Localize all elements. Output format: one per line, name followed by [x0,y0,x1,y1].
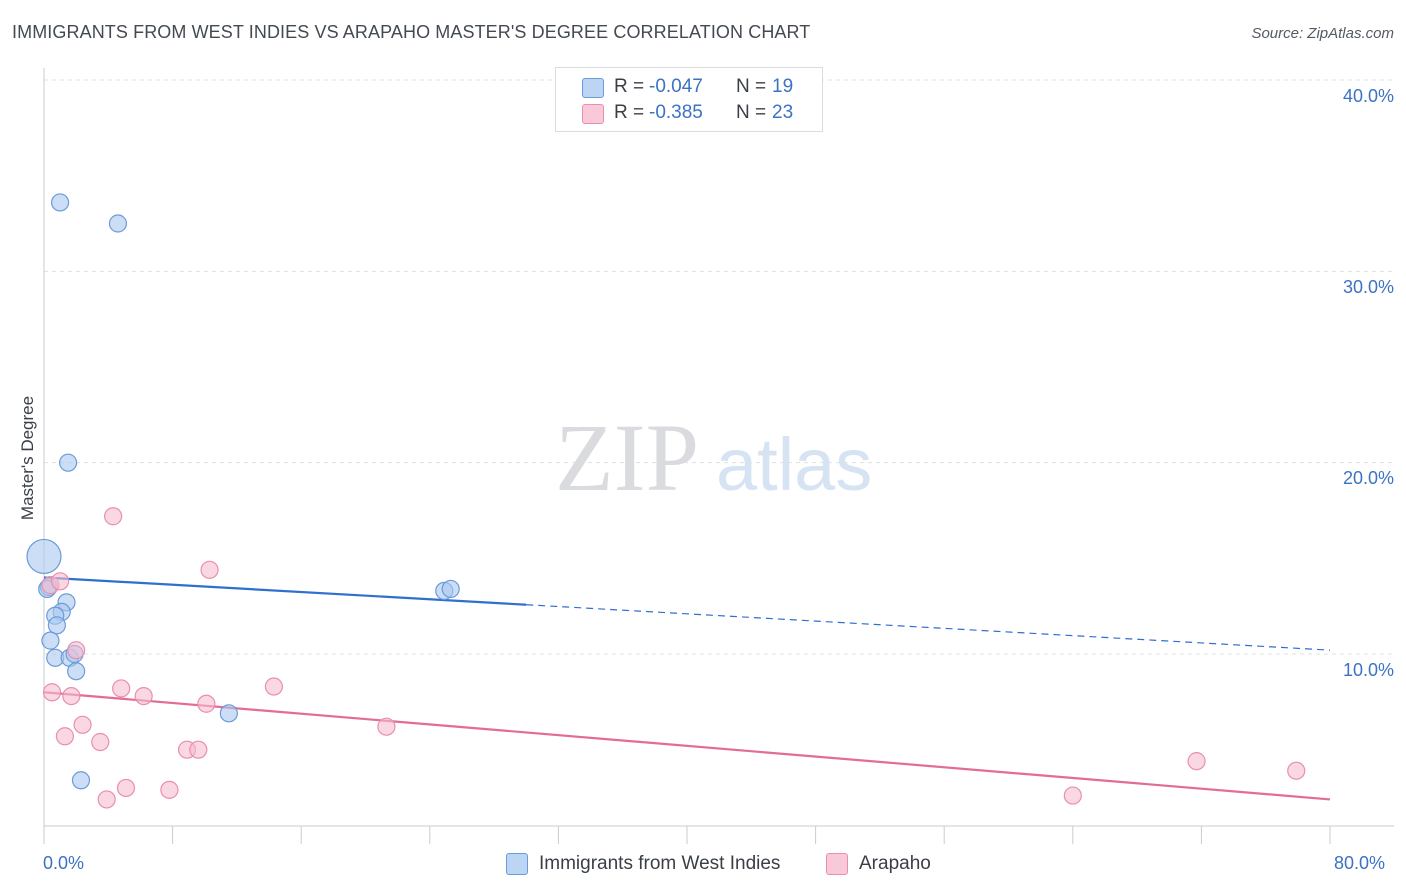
x-tick-label-min: 0.0% [43,853,85,873]
x-tick-label-max: 80.0% [1334,853,1386,873]
arapaho-point [1287,761,1306,780]
arapaho-point [377,717,396,736]
legend-n-value: 19 [772,76,794,97]
arapaho-point [50,572,70,591]
legend-n-label: N = [736,76,767,97]
arapaho-point [91,732,110,752]
blue-swatch [582,78,604,98]
legend-r-label: R = [614,102,645,123]
legend-r-value: -0.047 [649,76,703,97]
legend-r-value: -0.385 [649,102,703,123]
arapaho-point [1063,786,1082,805]
arapaho-point [42,683,62,702]
arapaho-point [67,641,86,660]
west-indies-point [59,453,78,472]
west-indies-point [67,662,86,681]
arapaho-point [264,677,283,696]
source-label: Source: ZipAtlas.com [1251,25,1394,42]
pink-trend-line [43,691,1331,801]
arapaho-point [1187,752,1206,771]
watermark-zip: ZIP [555,404,699,511]
pink-swatch [826,853,848,875]
arapaho-point [55,727,74,746]
axes [43,68,1394,844]
y-tick-label-40: 40.0% [1342,86,1394,106]
legend-n-label: N = [736,102,767,123]
legend-row-pink: R = -0.385 N = 23 [556,102,822,126]
arapaho-point [200,560,219,579]
stats-legend: R = -0.047 N = 19 R = -0.385 N = 23 [555,67,823,132]
arapaho-point [104,507,123,526]
y-tick-label-10: 10.0% [1342,660,1394,680]
trend-lines [43,576,1331,801]
west-indies-point [108,214,128,233]
y-tick-label-20: 20.0% [1342,468,1394,488]
watermark-atlas: atlas [716,423,872,506]
arapaho-point [73,715,92,734]
west-indies-point [50,193,70,212]
west-indies-point [71,771,91,790]
chart-title: IMMIGRANTS FROM WEST INDIES VS ARAPAHO M… [12,22,811,42]
legend-row-blue: R = -0.047 N = 19 [556,76,822,100]
arapaho-point [134,686,153,706]
y-axis-label: Master's Degree [18,395,37,521]
data-points [26,193,1306,809]
west-indies-point [26,538,62,575]
blue-trend-extension [526,604,1331,651]
pink-swatch [582,104,604,124]
watermark: ZIP atlas [555,404,872,511]
legend-label: Immigrants from West Indies [539,853,781,874]
west-indies-point [441,579,460,599]
y-tick-label-30: 30.0% [1342,277,1394,297]
legend-label: Arapaho [859,853,931,874]
grid-lines [44,79,1394,655]
arapaho-point [97,790,116,809]
blue-swatch [506,853,528,875]
arapaho-point [62,686,81,706]
arapaho-point [197,694,216,713]
west-indies-point [219,704,238,723]
legend-r-label: R = [614,76,645,97]
legend-n-value: 23 [772,102,794,123]
west-indies-point [41,631,60,650]
arapaho-point [160,780,179,799]
arapaho-point [116,778,136,798]
arapaho-point [112,679,131,698]
arapaho-point [189,740,208,759]
west-indies-point [47,616,66,635]
blue-trend-line [43,576,527,606]
